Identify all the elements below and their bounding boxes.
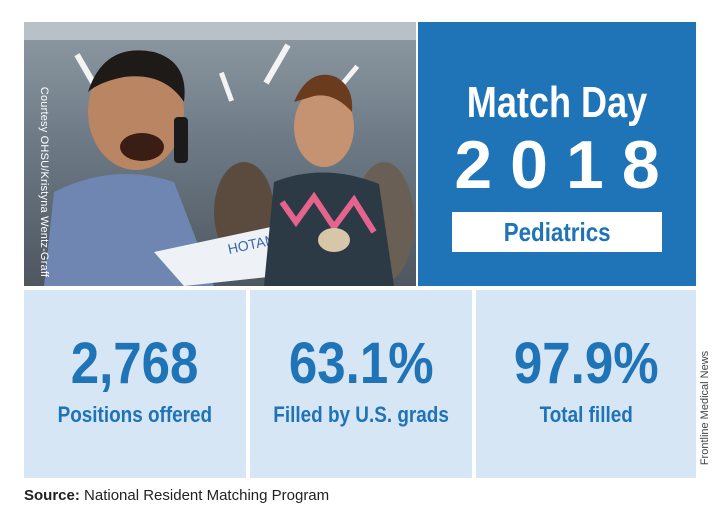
stat-value: 2,768 [71,331,199,396]
publisher-credit: Frontline Medical News [699,350,711,466]
stat-label: Filled by U.S. grads [273,402,449,427]
photo-credit: Courtesy OHSU/Kristyna Wentz-Graff [38,86,50,278]
stat-label: Positions offered [57,402,213,427]
photo-panel: HOTAM Courtesy OHSU/Kristyna Wentz-Graff [24,22,416,286]
celebration-photo: HOTAM [24,22,416,286]
stat-total-filled: 97.9% Total filled [476,290,696,478]
stat-value: 63.1% [288,331,434,396]
title-panel: Match Day 2018 Pediatrics [418,22,696,286]
specialty-label: Pediatrics [503,217,611,247]
stat-label: Total filled [539,402,633,427]
stat-value: 97.9% [513,331,659,396]
stat-filled-us-grads: 63.1% Filled by U.S. grads [250,290,472,478]
source-text: National Resident Matching Program [79,487,330,504]
title-match-day: Match Day [466,78,648,127]
title-year: 2018 [454,127,678,203]
stat-positions-offered: 2,768 Positions offered [24,290,246,478]
source-line: Source: National Resident Matching Progr… [24,487,329,504]
source-label: Source: [24,487,80,504]
specialty-badge: Pediatrics [452,212,662,252]
